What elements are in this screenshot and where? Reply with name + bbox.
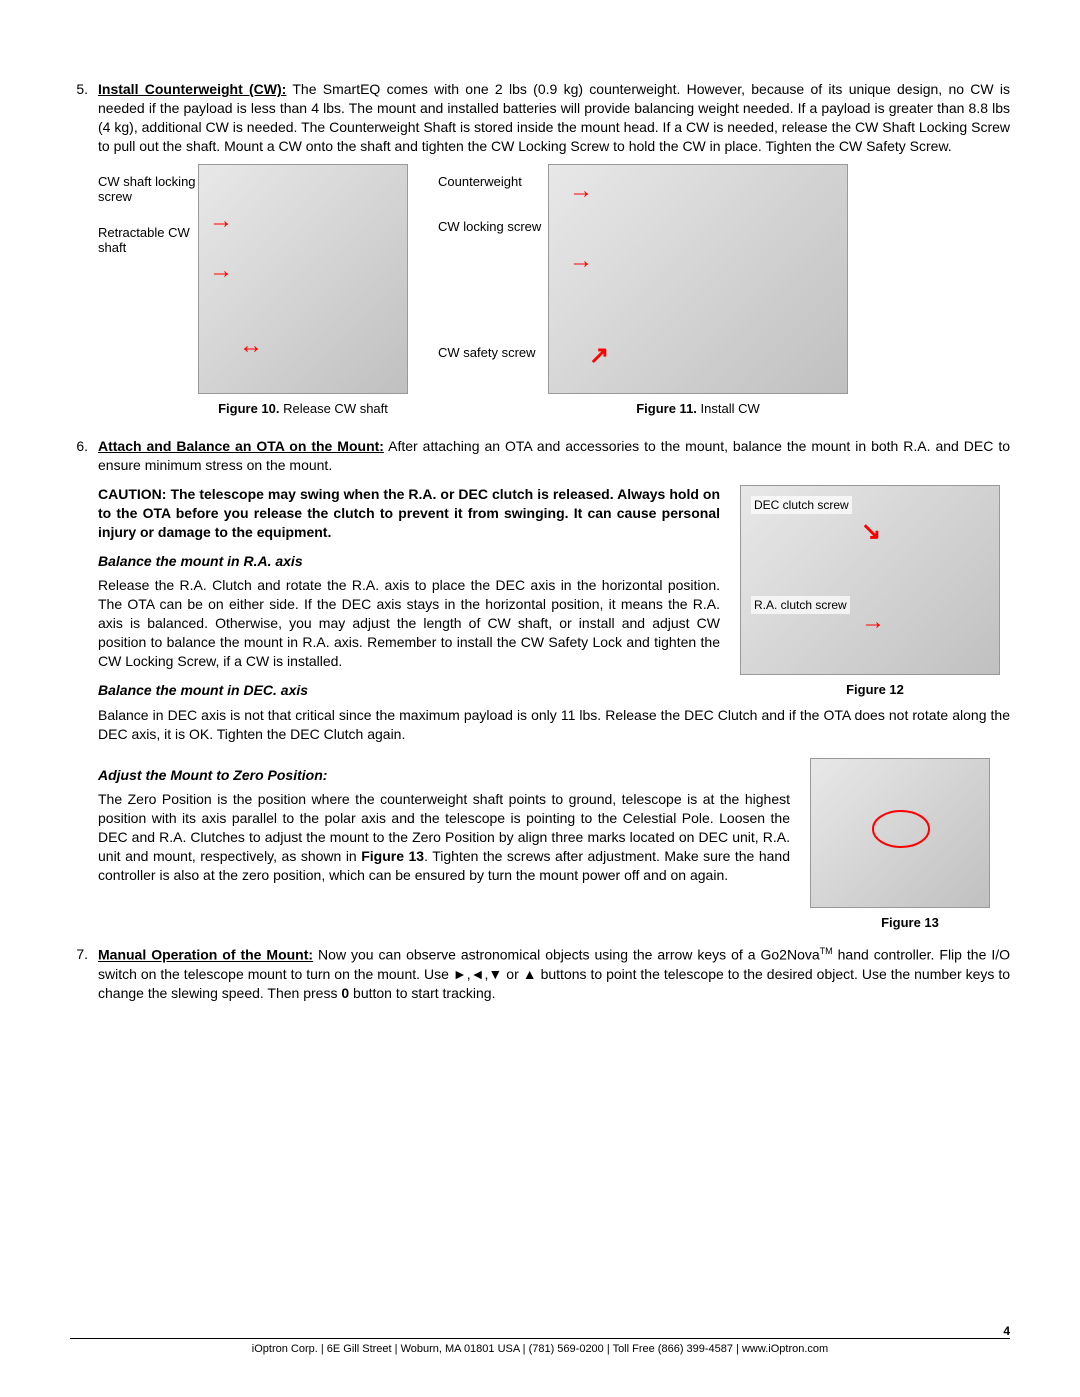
figure-13-caption: Figure 13 <box>810 914 1010 932</box>
zero-position-columns: Adjust the Mount to Zero Position: The Z… <box>98 758 1010 932</box>
balance-ra-heading: Balance the mount in R.A. axis <box>98 552 720 571</box>
page-number: 4 <box>1003 1323 1010 1339</box>
step-6-num: 6. <box>70 437 98 475</box>
step-6-body: Attach and Balance an OTA on the Mount: … <box>98 437 1010 475</box>
section-6-columns: CAUTION: The telescope may swing when th… <box>98 485 1010 706</box>
step-6-heading: Attach and Balance an OTA on the Mount: <box>98 438 384 454</box>
caution-text: CAUTION: The telescope may swing when th… <box>98 485 720 542</box>
fig10-label-retractable-shaft: Retractable CW shaft <box>98 225 198 256</box>
step-7-num: 7. <box>70 945 98 1002</box>
zero-position-heading: Adjust the Mount to Zero Position: <box>98 766 790 785</box>
figure-10-caption: Figure 10. Release CW shaft <box>198 400 408 418</box>
balance-dec-text: Balance in DEC axis is not that critical… <box>98 706 1010 744</box>
step-5-body: Install Counterweight (CW): The SmartEQ … <box>98 80 1010 156</box>
figure-10-image: → → ↔ <box>198 164 408 394</box>
fig12-label-dec: DEC clutch screw <box>751 496 852 514</box>
fig12-label-ra: R.A. clutch screw <box>751 596 850 614</box>
figure-row-10-11: CW shaft locking screw Retractable CW sh… <box>98 164 1010 418</box>
fig11-label-cw-safety: CW safety screw <box>438 345 548 361</box>
fig10-labels: CW shaft locking screw Retractable CW sh… <box>98 164 198 418</box>
zero-position-text: The Zero Position is the position where … <box>98 790 790 884</box>
fig11-labels: Counterweight CW locking screw CW safety… <box>438 164 548 418</box>
balance-ra-text: Release the R.A. Clutch and rotate the R… <box>98 576 720 670</box>
figure-12-image: DEC clutch screw R.A. clutch screw ↘ → <box>740 485 1000 675</box>
footer-text: iOptron Corp. | 6E Gill Street | Woburn,… <box>252 1343 828 1355</box>
step-5-heading: Install Counterweight (CW): <box>98 81 286 97</box>
figure-11-image: → → ↗ <box>548 164 848 394</box>
fig11-label-counterweight: Counterweight <box>438 174 548 190</box>
balance-dec-heading: Balance the mount in DEC. axis <box>98 681 720 700</box>
step-7-heading: Manual Operation of the Mount: <box>98 947 313 963</box>
fig11-label-cw-locking: CW locking screw <box>438 219 548 235</box>
figure-12-caption: Figure 12 <box>740 681 1010 699</box>
step-6: 6. Attach and Balance an OTA on the Moun… <box>70 437 1010 475</box>
footer: iOptron Corp. | 6E Gill Street | Woburn,… <box>70 1338 1010 1357</box>
fig10-label-cw-shaft-locking: CW shaft locking screw <box>98 174 198 205</box>
figure-11-caption: Figure 11. Install CW <box>548 400 848 418</box>
step-5-num: 5. <box>70 80 98 156</box>
step-7: 7. Manual Operation of the Mount: Now yo… <box>70 945 1010 1002</box>
step-5: 5. Install Counterweight (CW): The Smart… <box>70 80 1010 156</box>
figure-13-image <box>810 758 990 908</box>
step-7-body: Manual Operation of the Mount: Now you c… <box>98 945 1010 1002</box>
